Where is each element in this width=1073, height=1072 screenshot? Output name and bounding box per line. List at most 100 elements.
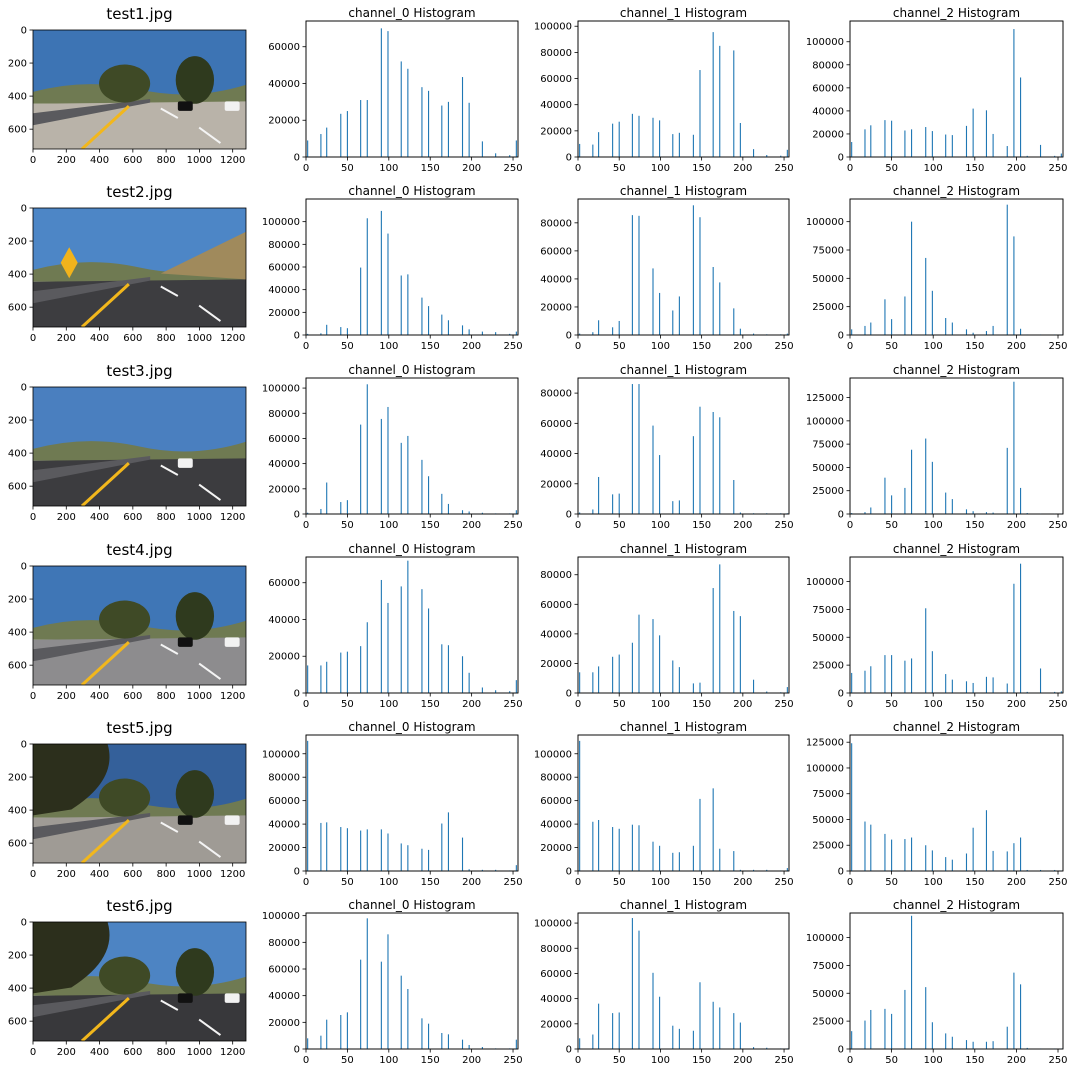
histogram-bar [766,155,768,157]
histogram-bar [851,142,853,157]
x-tick-label: 100 [924,699,943,710]
histogram-bar [592,509,594,514]
y-tick-label: 20000 [540,1019,572,1030]
y-tick-label: 80000 [540,570,572,581]
histogram-bar [733,480,735,514]
histogram-bar [346,651,348,693]
image-frame [32,386,247,507]
histogram-bar [786,149,788,157]
histogram-bar [366,622,368,693]
x-tick-label: 200 [462,163,481,174]
histogram-bar [495,869,497,871]
histogram-bar [652,117,654,157]
histogram-bar [1060,691,1062,693]
histogram-bar [340,113,342,157]
road-surface [33,637,246,685]
y-tick-label: 0 [838,331,844,342]
histogram-bar [387,833,389,871]
x-tick-label: 0 [575,341,581,352]
y-tick-label: 60000 [540,796,572,807]
histogram-bar [441,1033,443,1049]
x-tick-label: 250 [775,699,794,710]
histogram-bar [712,588,714,693]
x-tick-label: 50 [885,520,898,531]
y-tick-label: 400 [8,270,27,281]
histogram-bar [992,850,994,871]
y-tick-label: 40000 [540,100,572,111]
histogram-bar [1006,851,1008,871]
histogram-bars [851,204,1062,335]
histogram-bar [366,218,368,335]
histogram-bar [965,853,968,871]
histogram-bar [851,672,853,693]
road-photo [33,744,246,863]
histogram-bar [1013,972,1015,1049]
x-tick-label: 200 [462,1055,481,1066]
histogram-bar [965,1040,968,1049]
axes-border [577,20,790,158]
x-tick-label: 250 [503,520,522,531]
foreground-trees [33,922,110,994]
histogram-bar [985,110,988,157]
histogram-bar [447,1034,449,1049]
x-tick-label: 600 [123,333,142,344]
axes-frame [305,198,519,336]
histogram-bar [387,934,389,1049]
black-car [177,815,193,825]
x-tick-label: 200 [57,333,76,344]
x-tick-label: 150 [692,1055,711,1066]
histogram-bar [719,564,721,693]
histogram-bar [1054,155,1056,157]
histogram-bar [659,845,661,871]
histogram-bar [659,996,661,1049]
road-photo [33,387,246,506]
histogram-panel-3: 0 50 100 150 200 250 0 20000 40000 60000 80000 1000… [534,6,794,174]
histogram-bar [400,275,402,335]
histogram-bar [441,823,443,871]
x-tick-label: 800 [157,691,176,702]
y-tick-label: 0 [838,153,844,164]
histogram-bar [884,833,886,871]
histogram-bar [870,1009,872,1049]
histogram-bar [733,1013,735,1049]
x-tick-label: 0 [847,520,853,531]
histogram-bar [931,131,933,157]
histogram-panel-4: 0 50 100 150 200 250 0 20000 40000 60000 80000 1000… [806,6,1068,174]
histogram-bar [360,959,362,1049]
yellow-lane-line [80,462,130,506]
axes-frame [305,556,519,694]
x-tick-label: 0 [30,512,36,523]
histogram-bar [870,824,872,871]
x-tick-label: 200 [462,520,481,531]
histogram-bar [495,690,497,693]
image-frame [32,743,247,864]
histogram-bar [387,233,389,335]
histogram-bar [870,507,872,514]
histogram-bar [1006,447,1008,514]
histogram-bar [985,810,988,871]
histogram-bar [931,1022,933,1049]
x-tick-label: 250 [775,163,794,174]
histogram-bar [911,837,913,871]
histogram-bar [340,1015,342,1049]
x-tick-label: 1200 [220,512,245,523]
histogram-bar [851,743,853,871]
road-photo [33,30,246,149]
black-car [177,637,193,647]
x-tick-label: 600 [123,869,142,880]
histogram-bar [447,101,449,157]
x-tick-label: 0 [575,1055,581,1066]
white-lane-dashes [160,643,222,680]
y-tick-label: 40000 [268,820,300,831]
histogram-bar [320,134,322,157]
y-tick-label: 400 [8,984,27,995]
y-tick-label: 60000 [540,419,572,430]
histogram-bar [631,113,633,157]
y-tick-label: 0 [838,1045,844,1056]
histogram-bars [307,740,517,871]
image-title: test4.jpg [106,541,172,559]
y-tick-label: 40000 [540,274,572,285]
histogram-bar [598,476,600,514]
histogram-bar [428,90,430,157]
histogram-panel-19: 0 50 100 150 200 250 0 20000 40000 60000 80000 1000… [534,720,794,888]
